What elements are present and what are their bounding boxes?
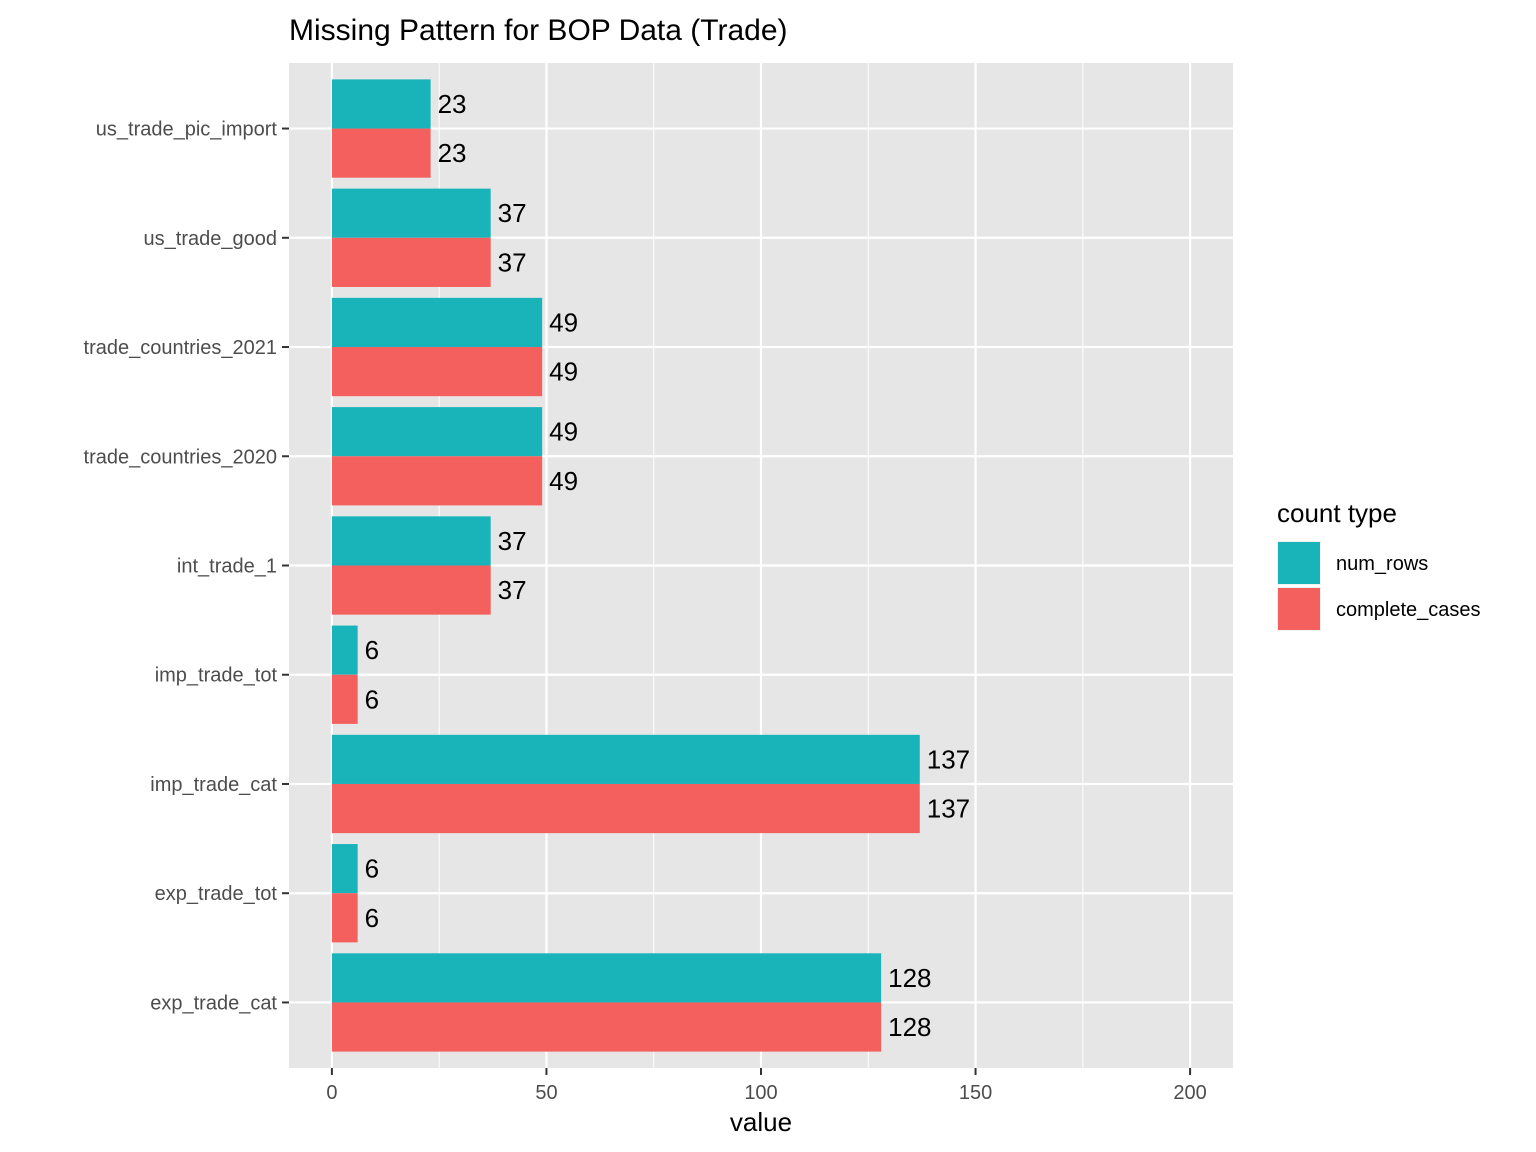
- x-tick-label: 50: [535, 1082, 557, 1104]
- x-tick-label: 150: [959, 1082, 992, 1104]
- y-axis: us_trade_pic_import us_trade_good trade_co…: [84, 119, 289, 1014]
- data-label-num_rows: 137: [927, 744, 970, 774]
- y-tick-label: trade_countries_2021: [84, 337, 277, 359]
- bar-complete_cases: [331, 783, 920, 834]
- y-tick-label: int_trade_1: [177, 556, 277, 578]
- chart-title: Missing Pattern for BOP Data (Trade): [289, 14, 788, 47]
- y-tick-label: exp_trade_cat: [150, 992, 277, 1014]
- data-label-num_rows: 37: [498, 526, 527, 556]
- data-label-num_rows: 37: [498, 198, 527, 228]
- y-tick-label: us_trade_pic_import: [96, 119, 278, 141]
- x-axis: 0 50 100 150 200: [326, 1068, 1207, 1104]
- data-label-complete_cases: 37: [498, 247, 527, 277]
- data-label-complete_cases: 23: [438, 138, 467, 168]
- bar-num_rows: [331, 79, 431, 129]
- bar-num_rows: [331, 407, 543, 457]
- data-label-num_rows: 6: [365, 635, 379, 665]
- data-label-complete_cases: 137: [927, 794, 970, 824]
- bars: [331, 79, 920, 1052]
- data-label-complete_cases: 37: [498, 575, 527, 605]
- bar-num_rows: [331, 844, 358, 894]
- y-tick-label: us_trade_good: [144, 228, 277, 250]
- bar-complete_cases: [331, 674, 358, 724]
- bar-num_rows: [331, 297, 543, 348]
- data-label-complete_cases: 128: [888, 1012, 931, 1042]
- data-label-num_rows: 128: [888, 963, 931, 993]
- data-label-num_rows: 6: [365, 854, 379, 884]
- x-tick-label: 200: [1173, 1082, 1206, 1104]
- legend-swatch-complete_cases: [1278, 588, 1320, 630]
- y-tick-label: imp_trade_tot: [155, 665, 278, 687]
- bar-complete_cases: [331, 456, 543, 506]
- data-label-complete_cases: 49: [549, 357, 578, 387]
- data-label-num_rows: 49: [549, 307, 578, 337]
- y-tick-label: trade_countries_2020: [84, 446, 277, 468]
- bar-complete_cases: [331, 347, 543, 397]
- data-label-num_rows: 49: [549, 417, 578, 447]
- data-label-complete_cases: 6: [365, 684, 379, 714]
- x-tick-label: 100: [744, 1082, 777, 1104]
- data-label-complete_cases: 49: [549, 466, 578, 496]
- bar-complete_cases: [331, 128, 431, 178]
- bar-complete_cases: [331, 565, 491, 615]
- legend-label-num_rows: num_rows: [1336, 553, 1428, 575]
- bar-num_rows: [331, 734, 920, 784]
- bar-num_rows: [331, 188, 491, 238]
- bar-complete_cases: [331, 237, 491, 287]
- x-tick-label: 0: [326, 1082, 337, 1104]
- y-tick-label: imp_trade_cat: [150, 774, 277, 796]
- bar-num_rows: [331, 953, 882, 1003]
- data-labels: 23 23 37 37 49 49 49 49 37 37 6 6 137 137 6 6 128 128: [365, 89, 970, 1042]
- legend-label-complete_cases: complete_cases: [1336, 599, 1481, 621]
- bar-complete_cases: [331, 1002, 882, 1052]
- data-label-complete_cases: 6: [365, 903, 379, 933]
- legend-swatch-num_rows: [1278, 542, 1320, 584]
- grid-lines: [289, 63, 1233, 1068]
- bar-complete_cases: [331, 893, 358, 943]
- legend: count type num_rows complete_cases: [1277, 498, 1481, 631]
- y-tick-label: exp_trade_tot: [155, 883, 278, 905]
- data-label-num_rows: 23: [438, 89, 467, 119]
- x-axis-title: value: [730, 1107, 792, 1137]
- bar-num_rows: [331, 516, 491, 566]
- legend-title: count type: [1277, 498, 1397, 528]
- bar-num_rows: [331, 625, 358, 675]
